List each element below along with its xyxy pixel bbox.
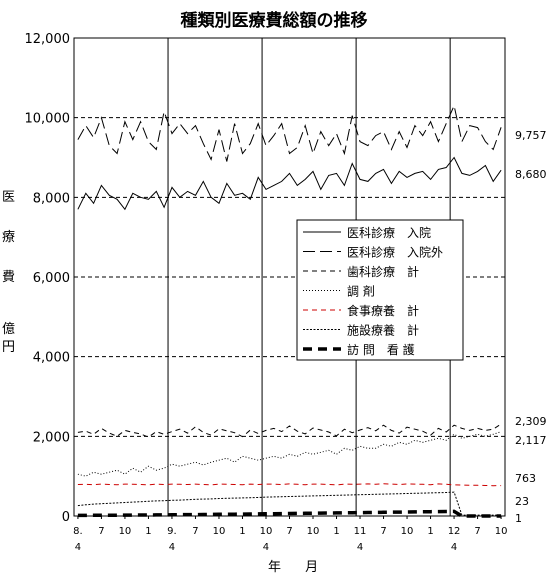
x-axis-title: 年 月 xyxy=(268,560,329,575)
end-value-label: 9,757 xyxy=(515,129,547,142)
series-line-3 xyxy=(77,423,502,438)
x-tick-label-month: 10 xyxy=(260,526,273,537)
x-tick-label-sub: 4 xyxy=(357,542,363,553)
end-value-label: 1 xyxy=(515,512,522,525)
x-tick-label-month: 7 xyxy=(98,526,104,537)
y-axis-title-char-5: 円 xyxy=(2,340,16,355)
x-tick-label-month: 10 xyxy=(213,526,226,537)
series-line-2 xyxy=(77,104,502,162)
x-tick-label-sub: 4 xyxy=(169,542,175,553)
end-value-label: 2,309 xyxy=(515,415,547,428)
series-line-4 xyxy=(77,431,502,477)
x-tick-label-month: 1 xyxy=(333,526,339,537)
x-tick-label-month: 10 xyxy=(307,526,320,537)
x-tick-label-month: 1 xyxy=(145,526,151,537)
x-tick-label-sub: 4 xyxy=(75,542,81,553)
y-axis-title-char-4: 億 xyxy=(2,322,16,337)
x-tick-label-sub: 4 xyxy=(451,542,457,553)
series-line-1 xyxy=(77,156,502,211)
x-tick-label-month: 10 xyxy=(495,526,508,537)
end-value-label: 763 xyxy=(515,472,536,485)
x-tick-label-month: 10 xyxy=(119,526,132,537)
x-tick-label-month: 12 xyxy=(448,526,461,537)
legend-label-7: 訪 問 看 護 xyxy=(347,342,415,357)
end-value-label: 23 xyxy=(515,495,529,508)
legend-label-3: 歯科診療 計 xyxy=(347,264,419,279)
x-tick-label-month: 1 xyxy=(427,526,433,537)
series-line-6 xyxy=(77,491,502,516)
x-tick-label-month: 10 xyxy=(401,526,414,537)
y-axis-title-char-1: 医 xyxy=(2,190,16,205)
y-tick-label-6000: 6,000 xyxy=(33,271,70,286)
legend-label-1: 医科診療 入院 xyxy=(347,225,431,240)
x-tick-label-month: 1 xyxy=(239,526,245,537)
y-axis-title-char-3: 費 xyxy=(2,270,16,285)
y-tick-label-8000: 8,000 xyxy=(33,191,70,206)
x-tick-label-month: 7 xyxy=(474,526,480,537)
series-line-7 xyxy=(77,509,502,518)
y-tick-label-10000: 10,000 xyxy=(25,112,71,127)
x-tick-label-sub: 4 xyxy=(263,542,269,553)
y-axis-title-char-2: 療 xyxy=(2,230,16,245)
x-tick-label-month: 11 xyxy=(354,526,367,537)
legend-label-4: 調 剤 xyxy=(347,284,375,299)
legend-label-5: 食事療養 計 xyxy=(347,303,419,318)
legend-label-6: 施設療養 計 xyxy=(347,323,419,338)
y-tick-label-0: 0 xyxy=(62,510,70,525)
y-tick-label-12000: 12,000 xyxy=(25,32,71,47)
x-tick-label-month: 7 xyxy=(192,526,198,537)
end-value-label: 8,680 xyxy=(515,168,547,181)
x-tick-label-month: 7 xyxy=(380,526,386,537)
x-tick-label-month: 7 xyxy=(286,526,292,537)
x-tick-label-month: 8. xyxy=(73,526,83,537)
chart-title: 種類別医療費総額の推移 xyxy=(180,11,368,31)
y-tick-label-4000: 4,000 xyxy=(33,351,70,366)
legend-label-2: 医科診療 入院外 xyxy=(347,245,443,260)
y-tick-label-2000: 2,000 xyxy=(33,430,70,445)
series-line-5 xyxy=(77,483,502,487)
x-tick-label-month: 9. xyxy=(167,526,177,537)
end-value-label: 2,117 xyxy=(515,434,547,447)
